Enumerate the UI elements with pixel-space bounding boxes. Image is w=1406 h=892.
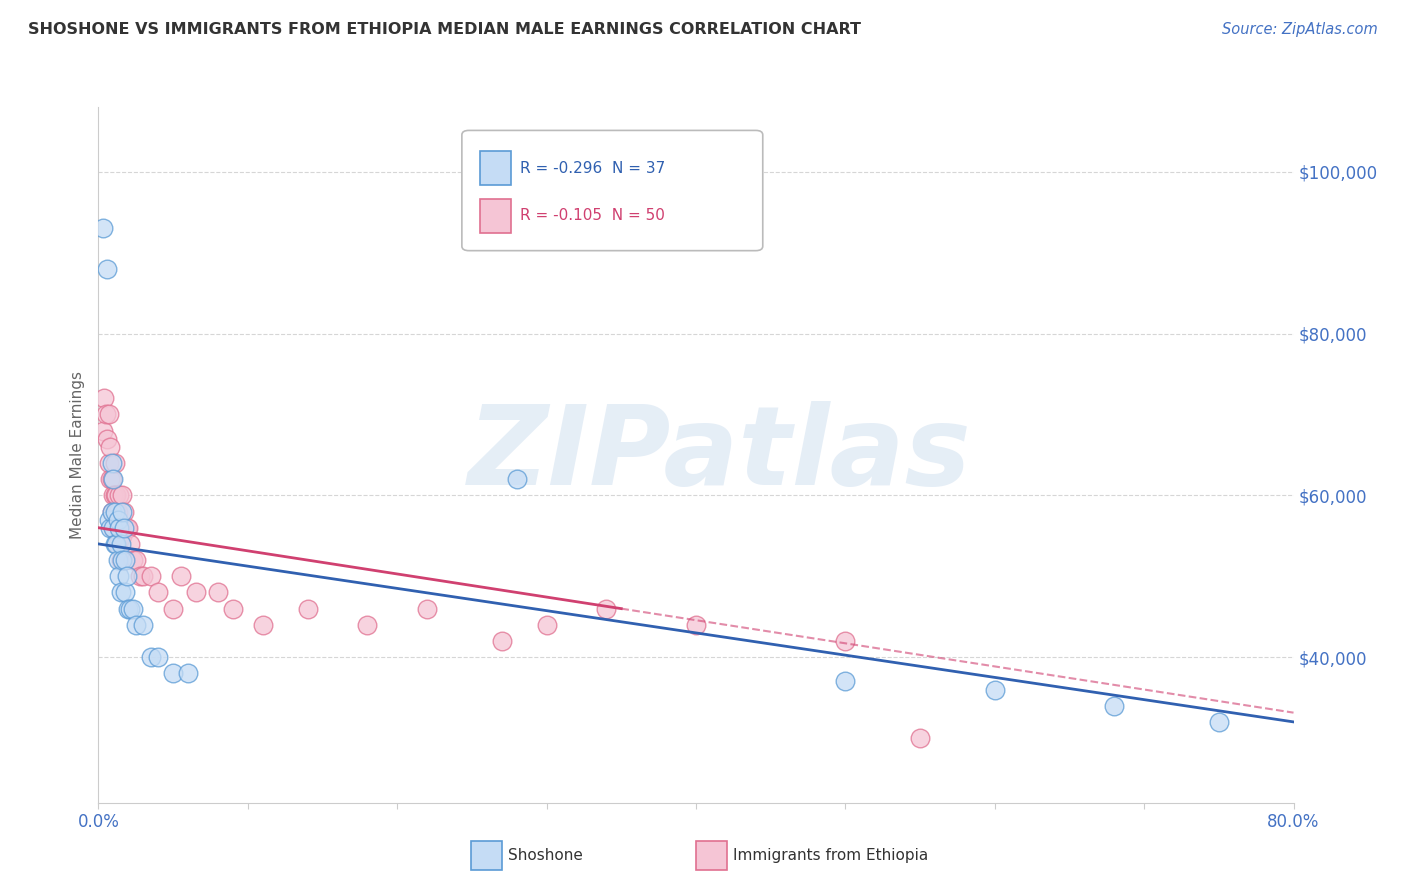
Point xyxy=(506,472,529,486)
Point xyxy=(100,472,122,486)
Point xyxy=(834,634,856,648)
Point xyxy=(125,617,148,632)
Point xyxy=(104,504,127,518)
Text: R = -0.296  N = 37: R = -0.296 N = 37 xyxy=(520,161,665,176)
Point xyxy=(105,504,128,518)
Point xyxy=(132,617,155,632)
Point xyxy=(107,504,129,518)
Point xyxy=(139,650,162,665)
Point xyxy=(91,221,114,235)
Point xyxy=(114,585,136,599)
Point xyxy=(356,617,378,632)
Point xyxy=(111,553,134,567)
Point xyxy=(103,472,125,486)
Point xyxy=(105,537,128,551)
Point xyxy=(107,553,129,567)
Point xyxy=(112,504,135,518)
Point xyxy=(177,666,200,681)
Point xyxy=(96,261,118,276)
Point xyxy=(908,731,931,745)
Point xyxy=(121,553,143,567)
Y-axis label: Median Male Earnings: Median Male Earnings xyxy=(70,371,86,539)
Point xyxy=(94,408,117,422)
Point xyxy=(169,569,191,583)
Point xyxy=(129,569,152,583)
Text: Immigrants from Ethiopia: Immigrants from Ethiopia xyxy=(733,848,928,863)
Point xyxy=(108,521,131,535)
Point xyxy=(491,634,513,648)
Point xyxy=(118,601,141,615)
Point xyxy=(114,553,136,567)
Point xyxy=(97,408,120,422)
Point xyxy=(125,553,148,567)
Text: Shoshone: Shoshone xyxy=(508,848,582,863)
Point xyxy=(110,553,132,567)
Point xyxy=(114,553,136,567)
Point xyxy=(104,488,127,502)
Point xyxy=(1104,698,1126,713)
Point xyxy=(117,601,139,615)
Point xyxy=(297,601,319,615)
Point xyxy=(207,585,229,599)
Point xyxy=(139,569,162,583)
Point xyxy=(103,488,125,502)
Point xyxy=(148,650,170,665)
Point xyxy=(103,521,125,535)
Point xyxy=(110,521,132,535)
Point xyxy=(222,601,245,615)
Point xyxy=(115,569,138,583)
Point xyxy=(685,617,707,632)
Point xyxy=(101,472,124,486)
Text: SHOSHONE VS IMMIGRANTS FROM ETHIOPIA MEDIAN MALE EARNINGS CORRELATION CHART: SHOSHONE VS IMMIGRANTS FROM ETHIOPIA MED… xyxy=(28,22,860,37)
Point xyxy=(595,601,617,615)
Point xyxy=(107,537,129,551)
Point xyxy=(162,666,184,681)
Point xyxy=(148,585,170,599)
Point xyxy=(117,521,139,535)
Point xyxy=(834,674,856,689)
Text: Source: ZipAtlas.com: Source: ZipAtlas.com xyxy=(1222,22,1378,37)
Point xyxy=(110,585,132,599)
Point xyxy=(108,569,131,583)
Point xyxy=(104,537,127,551)
Point xyxy=(97,456,120,470)
Point xyxy=(96,432,118,446)
Point xyxy=(111,529,134,543)
Point xyxy=(100,440,122,454)
Point xyxy=(984,682,1007,697)
Point xyxy=(100,521,122,535)
Point xyxy=(184,585,207,599)
Point xyxy=(252,617,274,632)
Point xyxy=(108,488,131,502)
Point xyxy=(101,456,124,470)
Point xyxy=(132,569,155,583)
Text: R = -0.105  N = 50: R = -0.105 N = 50 xyxy=(520,209,665,223)
Point xyxy=(105,488,128,502)
Point xyxy=(1208,714,1230,729)
Point xyxy=(107,513,129,527)
Point xyxy=(162,601,184,615)
Point xyxy=(118,537,141,551)
Point xyxy=(112,521,135,535)
Point xyxy=(93,392,115,406)
Point xyxy=(416,601,439,615)
Point xyxy=(121,601,143,615)
Point xyxy=(115,521,138,535)
Point xyxy=(111,488,134,502)
Text: ZIPatlas: ZIPatlas xyxy=(468,401,972,508)
Point xyxy=(108,521,131,535)
Point xyxy=(101,504,124,518)
Point xyxy=(101,504,124,518)
Point xyxy=(104,456,127,470)
Point xyxy=(536,617,558,632)
Point xyxy=(97,513,120,527)
Point xyxy=(110,537,132,551)
Point xyxy=(103,521,125,535)
Point xyxy=(111,504,134,518)
Point xyxy=(91,424,114,438)
